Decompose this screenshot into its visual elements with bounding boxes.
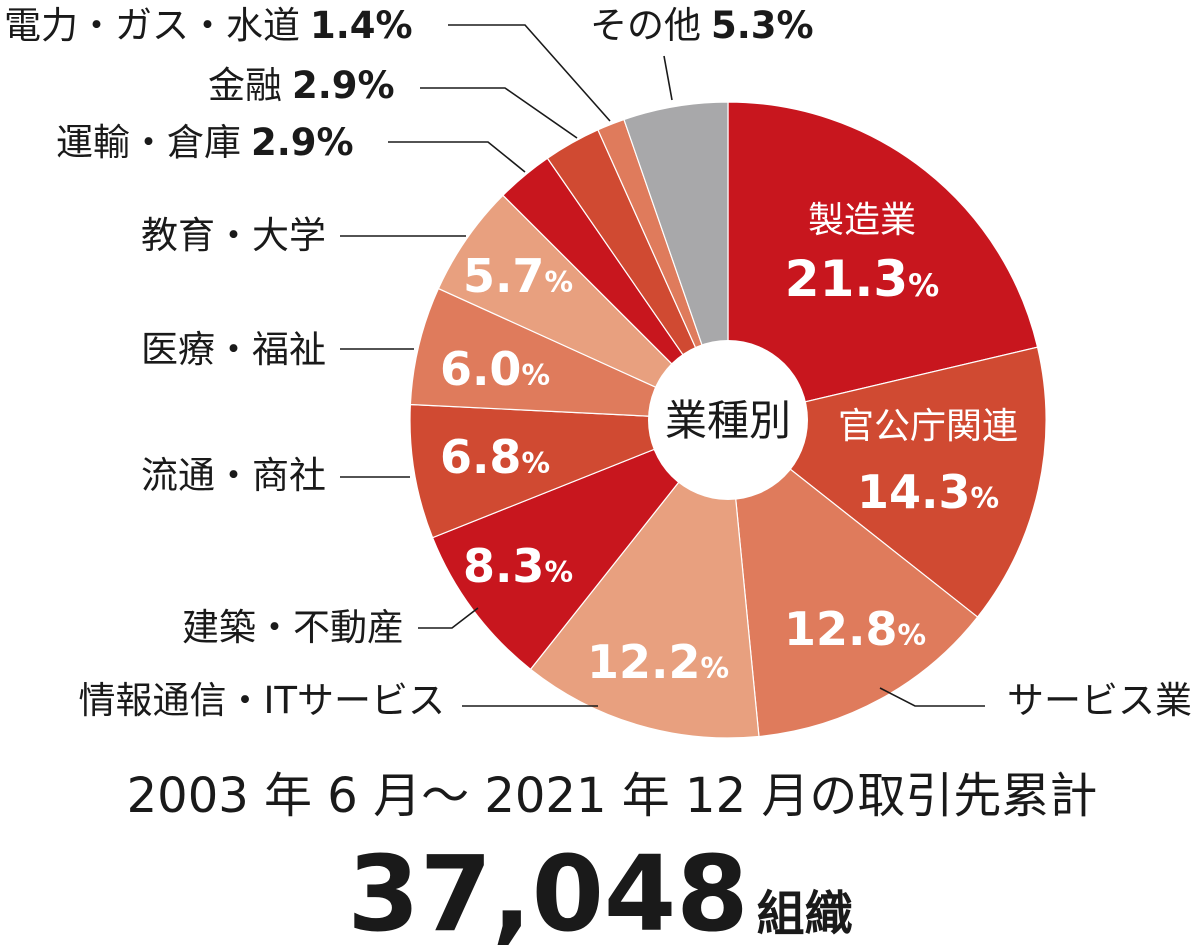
slice-4-value-label: 8.3%: [463, 539, 573, 593]
slice-3-wedge: [529, 418, 760, 739]
slice-0-wedge: [727, 101, 1039, 421]
center-hole: [648, 340, 808, 500]
slice-2-outer-label: サービス業: [1007, 679, 1192, 722]
slice-4-wedge: [431, 418, 730, 671]
slice-9-outer-label: 金融 2.9%: [208, 64, 395, 107]
slice-5-value-label: 6.8%: [440, 430, 550, 484]
slice-2-wedge: [727, 418, 979, 738]
slice-8-outer-label: 運輸・倉庫 2.9%: [56, 121, 354, 164]
slice-3-value-label: 12.2%: [587, 635, 729, 689]
slice-10-outer-label: 電力・ガス・水道 1.4%: [4, 4, 413, 47]
slice-7-outer-label: 教育・大学: [141, 214, 326, 257]
slice-8-leader-line: [388, 141, 526, 173]
total-value: 37,048: [347, 833, 748, 946]
slice-5-outer-label: 流通・商社: [141, 454, 326, 497]
slice-4-leader-line: [418, 607, 479, 629]
slice-11-wedge: [623, 101, 729, 421]
total-unit: 組織: [757, 886, 853, 942]
slice-3-outer-label: 情報通信・ITサービス: [78, 679, 445, 722]
slice-7-value-label: 5.7%: [463, 249, 573, 303]
slice-2-value-label: 12.8%: [784, 602, 926, 656]
slice-11-leader-line: [663, 55, 673, 101]
slice-11-outer-label: その他 5.3%: [590, 4, 814, 47]
slice-6-wedge: [409, 287, 729, 421]
slice-5-wedge: [409, 403, 729, 539]
slice-2-leader-line: [879, 687, 985, 707]
slice-6-outer-label: 医療・福祉: [141, 328, 326, 371]
slice-0-value-label: 21.3%: [785, 250, 939, 308]
slice-1-name-label: 官公庁関連: [838, 406, 1018, 447]
slice-1-value-label: 14.3%: [857, 465, 999, 519]
pie-slices: [409, 101, 1047, 739]
total-count: 37,048 組織: [347, 833, 852, 946]
slice-labels: 製造業 21.3% 官公庁関連 14.3% 12.8% サービス業 12.2% 情報通信・IT…: [4, 4, 1192, 722]
slice-9-leader-line: [420, 87, 578, 139]
slice-4-outer-label: 建築・不動産: [182, 606, 404, 649]
slice-10-leader-line: [448, 24, 611, 122]
center-label: 業種別: [665, 396, 791, 445]
leader-lines: [340, 24, 985, 707]
slice-0-name-label: 製造業: [808, 200, 916, 241]
slice-6-value-label: 6.0%: [440, 342, 550, 396]
period-caption: 2003 年 6 月〜 2021 年 12 月の取引先累計: [127, 768, 1098, 824]
